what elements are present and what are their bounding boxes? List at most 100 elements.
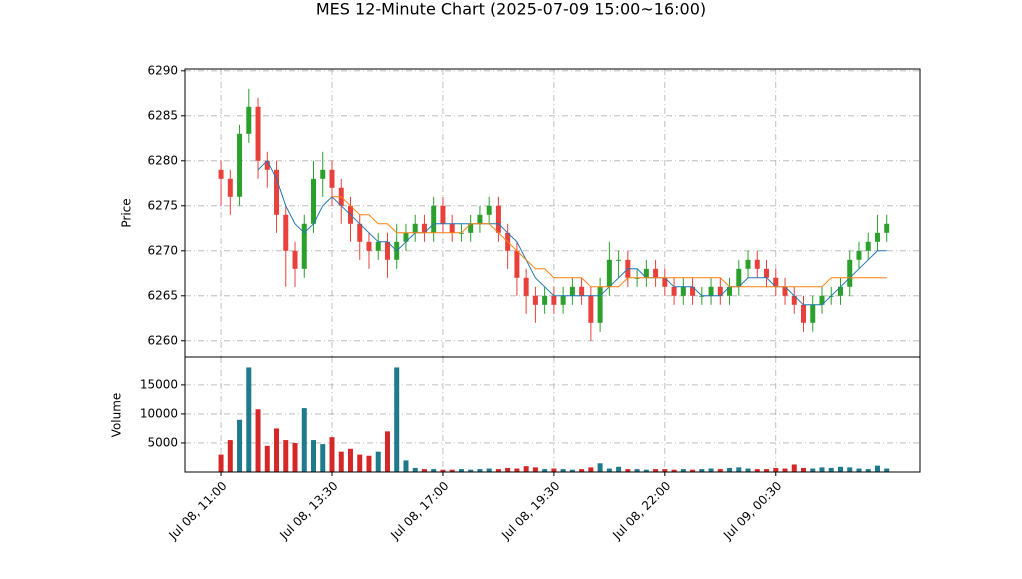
volume-bar (394, 367, 400, 472)
candle-body (357, 223, 363, 242)
candle-body (727, 286, 733, 296)
candle-body (431, 205, 437, 233)
candle-body (237, 133, 243, 197)
candle-body (560, 295, 566, 305)
volume-bar (819, 467, 825, 472)
candle-body (764, 268, 770, 278)
volume-bar (884, 468, 890, 472)
candle-body (791, 295, 797, 305)
candle-body (449, 223, 455, 233)
volume-bar (690, 469, 696, 472)
y-tick-label: 6280 (147, 153, 178, 167)
candle-body (856, 250, 862, 260)
candle-body (255, 106, 261, 161)
volume-tick-label: 15000 (140, 377, 178, 391)
volume-bar (699, 469, 705, 472)
volume-bar (320, 444, 326, 472)
y-tick-label: 6265 (147, 288, 178, 302)
candle-body (375, 241, 381, 251)
volume-bar (301, 408, 307, 472)
volume-axis-label: Volume (110, 393, 124, 438)
volume-bar (403, 460, 409, 472)
candle-body (773, 277, 779, 287)
volume-bar (847, 467, 853, 472)
volume-bar (782, 468, 788, 472)
candle-body (495, 205, 501, 233)
volume-bar (347, 448, 353, 472)
volume-tick-label: 10000 (140, 406, 178, 420)
volume-bar (542, 469, 548, 472)
candle-body (292, 250, 298, 269)
candle-body (616, 259, 622, 261)
candle-body (680, 286, 686, 296)
candle-body (643, 268, 649, 278)
candle-body (736, 268, 742, 287)
volume-bar (754, 469, 760, 472)
volume-bar (856, 468, 862, 472)
candle-body (671, 286, 677, 296)
candle-body (662, 277, 668, 287)
volume-bar (569, 469, 575, 472)
volume-bar (384, 431, 390, 472)
candle-body (717, 286, 723, 296)
volume-bar (477, 469, 483, 472)
volume-bar (274, 428, 280, 472)
candle-body (246, 106, 252, 134)
chart-title: MES 12-Minute Chart (2025-07-09 15:00~16… (316, 0, 706, 19)
candle-body (514, 250, 520, 278)
candle-body (708, 286, 714, 296)
candle-body (227, 178, 233, 197)
candle-body (874, 232, 880, 242)
volume-bar (468, 469, 474, 472)
candle-body (542, 295, 548, 305)
y-tick-label: 6290 (147, 63, 178, 77)
volume-bar (625, 469, 631, 472)
volume-bar (653, 469, 659, 472)
candle-body (320, 169, 326, 179)
candle-body (301, 223, 307, 269)
volume-bar (532, 467, 538, 472)
candle-body (311, 178, 317, 224)
volume-bar (874, 465, 880, 472)
volume-bar (643, 469, 649, 472)
volume-bar (237, 419, 243, 472)
price-panel-frame (184, 68, 921, 358)
x-tick-label: Jul 08, 13:30 (276, 479, 340, 543)
candle-body (588, 295, 594, 323)
volume-bar (440, 469, 446, 472)
volume-bar (357, 454, 363, 472)
candle-body (523, 277, 529, 296)
volume-bar (745, 468, 751, 472)
candle-body (597, 286, 603, 323)
candle-body (412, 223, 418, 233)
volume-bar (616, 466, 622, 472)
volume-bar (828, 467, 834, 472)
volume-bar (606, 468, 612, 472)
volume-bar (255, 409, 261, 472)
volume-bar (662, 469, 668, 472)
candle-body (819, 295, 825, 305)
volume-bar (810, 468, 816, 472)
volume-bar (366, 455, 372, 472)
x-tick-label: Jul 08, 22:00 (609, 479, 673, 543)
candle-body (754, 259, 760, 269)
candle-body (403, 232, 409, 242)
volume-bar (264, 445, 270, 472)
volume-bar (218, 454, 224, 472)
volume-tick-label: 5000 (147, 435, 178, 449)
candle-body (569, 286, 575, 296)
x-tick-label: Jul 08, 17:00 (387, 479, 451, 543)
volume-bar (773, 467, 779, 472)
candle-body (468, 223, 474, 233)
candle-body (440, 205, 446, 224)
y-axis-label: Price (120, 198, 134, 227)
candle-body (847, 259, 853, 287)
candle-body (264, 160, 270, 170)
candle-body (745, 259, 751, 269)
volume-bar (449, 469, 455, 472)
y-tick-label: 6285 (147, 108, 178, 122)
candle-body (532, 295, 538, 305)
candle-body (579, 286, 585, 296)
volume-bar (736, 467, 742, 472)
